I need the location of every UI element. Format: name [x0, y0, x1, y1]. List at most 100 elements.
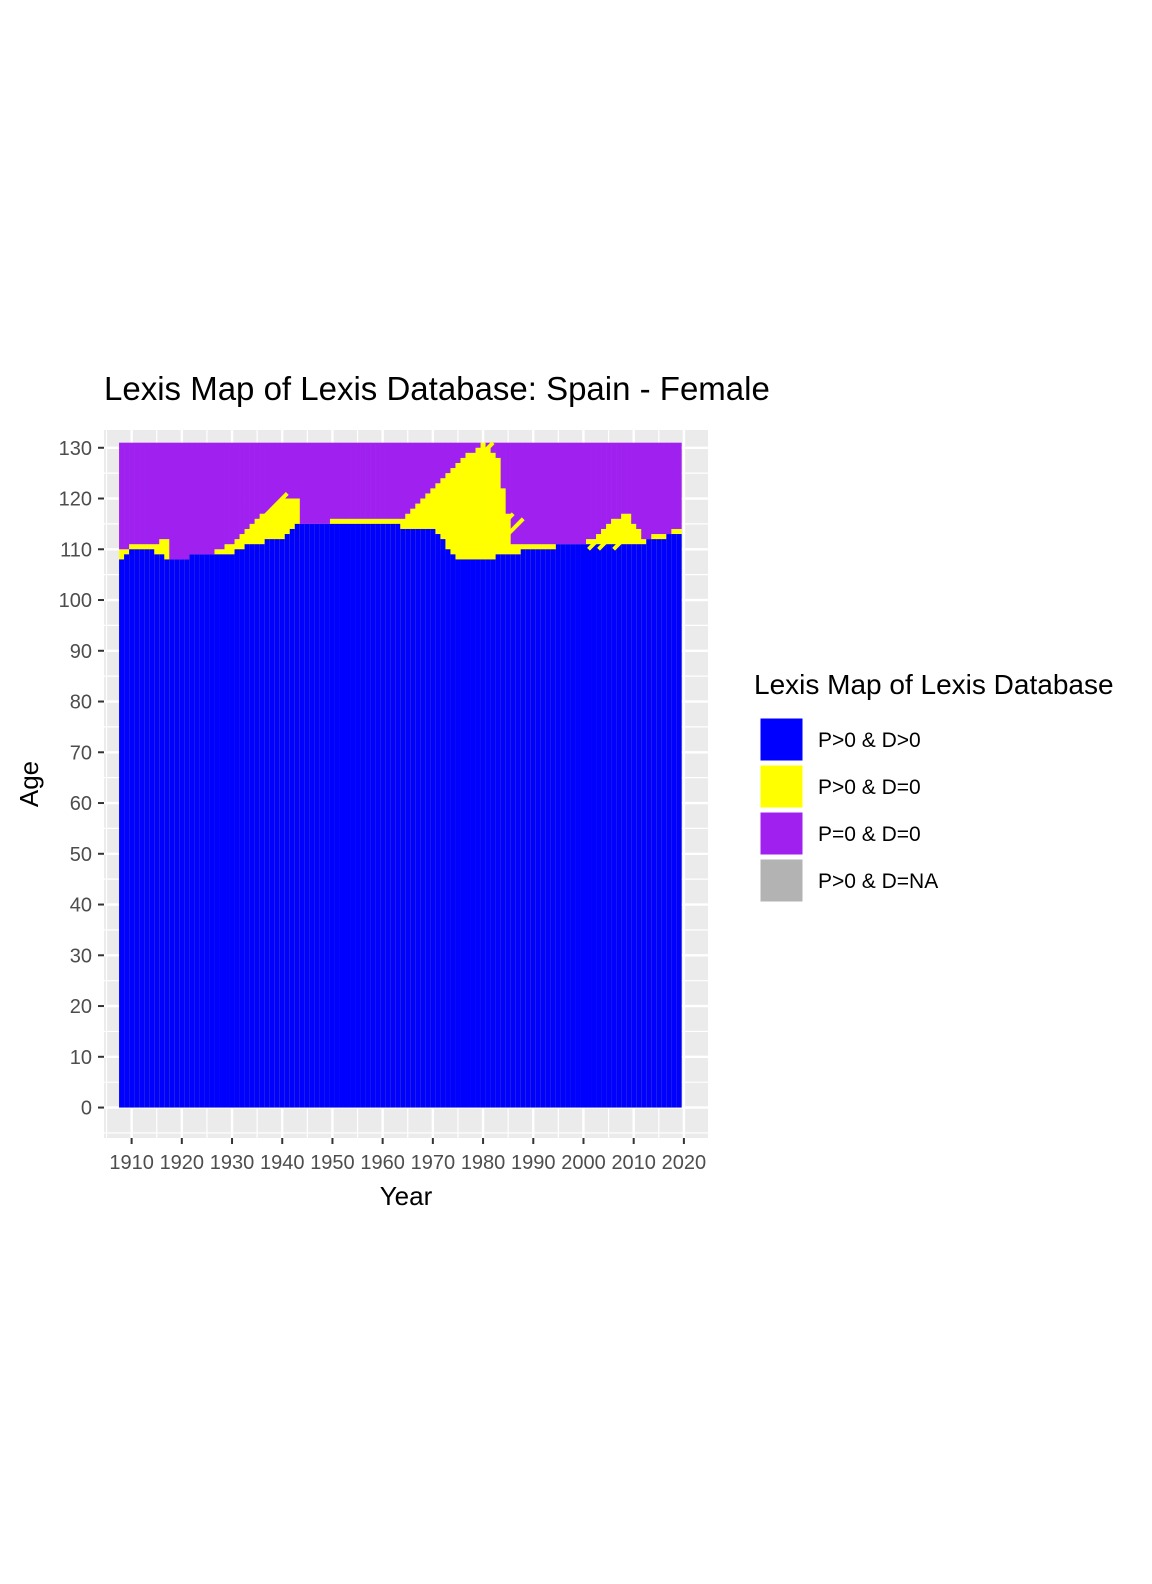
cell-p-zero-d-zero — [350, 442, 356, 519]
cohort-diagonal — [461, 512, 505, 556]
x-tick-label: 1990 — [511, 1152, 556, 1174]
year-column — [299, 442, 306, 1108]
year-column — [560, 442, 567, 1108]
year-column — [314, 442, 321, 1108]
year-column — [510, 442, 517, 1108]
cell-p-zero-d-zero — [360, 442, 366, 519]
year-column — [641, 442, 647, 1108]
cell-p-positive-d-positive — [585, 544, 592, 1108]
cell-p-zero-d-zero — [249, 442, 255, 524]
cell-p-zero-d-zero — [646, 442, 652, 540]
cell-p-zero-d-zero — [565, 442, 572, 545]
cell-p-positive-d-positive — [319, 523, 326, 1108]
cell-p-positive-d-positive — [626, 544, 632, 1108]
cell-p-zero-d-zero — [189, 442, 195, 555]
cell-p-zero-d-zero — [319, 442, 326, 524]
year-column — [616, 442, 622, 1108]
chart-title: Lexis Map of Lexis Database: Spain - Fem… — [104, 370, 770, 407]
cell-p-positive-d-positive — [204, 554, 210, 1108]
x-tick-label: 1930 — [210, 1152, 255, 1174]
cell-p-zero-d-zero — [430, 442, 436, 489]
y-tick-label: 20 — [70, 996, 92, 1018]
cell-p-zero-d-zero — [550, 442, 557, 545]
cell-p-positive-d-positive — [676, 534, 682, 1108]
legend: Lexis Map of Lexis Database P>0 & D>0P>0… — [754, 669, 1114, 903]
year-column — [455, 442, 461, 1108]
cell-p-positive-d-positive — [324, 523, 331, 1108]
year-column — [475, 442, 481, 1108]
cohort-diagonal — [411, 441, 495, 526]
cell-p-positive-d-positive — [460, 559, 466, 1108]
year-column — [555, 442, 562, 1108]
cell-p-positive-d-positive — [174, 559, 180, 1108]
year-column — [495, 442, 501, 1108]
cell-p-positive-d-positive — [279, 539, 286, 1108]
cell-p-positive-d-positive — [309, 523, 316, 1108]
cell-p-positive-d-positive — [550, 549, 557, 1108]
cell-p-zero-d-zero — [510, 442, 517, 545]
cell-p-positive-d-positive — [435, 534, 441, 1108]
legend-label: P>0 & D=NA — [818, 870, 938, 893]
cell-p-zero-d-zero — [174, 442, 180, 560]
year-column — [129, 442, 135, 1108]
cell-p-positive-d-positive — [450, 554, 456, 1108]
year-column — [450, 442, 456, 1108]
year-column — [224, 442, 230, 1108]
cell-p-positive-d-positive — [555, 544, 562, 1108]
year-column — [591, 442, 597, 1108]
cell-p-positive-d-positive — [375, 523, 381, 1108]
cell-p-zero-d-zero — [460, 442, 466, 458]
cell-p-zero-d-zero — [580, 442, 587, 545]
cell-p-positive-d-positive — [535, 549, 542, 1108]
year-column — [550, 442, 557, 1108]
cell-p-zero-d-zero — [490, 442, 496, 453]
year-column — [144, 442, 150, 1108]
y-tick-label: 120 — [59, 489, 92, 511]
year-column — [355, 442, 361, 1108]
cell-p-positive-d-positive — [274, 539, 281, 1108]
year-column — [284, 442, 291, 1108]
legend-swatch — [759, 811, 804, 856]
legend-item: P>0 & D=NA — [759, 858, 938, 903]
cell-p-positive-d-positive — [636, 544, 642, 1108]
cell-p-positive-d-positive — [124, 554, 130, 1108]
year-column — [515, 442, 522, 1108]
cell-p-positive-d-positive — [515, 554, 522, 1108]
year-column — [179, 442, 185, 1108]
cell-p-zero-d-zero — [611, 442, 617, 519]
cell-p-positive-d-positive — [269, 539, 276, 1108]
cell-p-positive-d-positive — [455, 559, 461, 1108]
year-column — [570, 442, 577, 1108]
year-column — [395, 442, 401, 1108]
cell-p-positive-d-positive — [420, 528, 426, 1108]
cell-p-positive-d-positive — [339, 523, 346, 1108]
year-column — [500, 442, 506, 1108]
year-column — [575, 442, 582, 1108]
cell-p-positive-d-positive — [440, 539, 446, 1108]
year-column — [199, 442, 205, 1108]
cell-p-positive-d-positive — [284, 534, 291, 1108]
cell-p-zero-d-zero — [545, 442, 552, 545]
cell-p-zero-d-zero — [194, 442, 200, 555]
cell-p-zero-d-zero — [375, 442, 381, 519]
cell-p-zero-d-zero — [470, 442, 476, 453]
cell-p-zero-d-zero — [214, 442, 220, 550]
cell-p-positive-d-positive — [565, 544, 572, 1108]
cell-p-positive-d-positive — [445, 549, 451, 1108]
cell-p-zero-d-zero — [450, 442, 456, 469]
year-column — [626, 442, 632, 1108]
year-column — [274, 442, 281, 1108]
year-column — [646, 442, 652, 1108]
year-column — [585, 442, 592, 1108]
year-column — [435, 442, 441, 1108]
year-column — [666, 442, 672, 1108]
cell-p-zero-d-zero — [420, 442, 426, 499]
year-column — [234, 442, 240, 1108]
cell-p-zero-d-zero — [636, 442, 642, 529]
cell-p-zero-d-zero — [495, 442, 501, 458]
cell-p-positive-d-positive — [505, 554, 511, 1108]
cell-p-positive-d-positive — [480, 559, 486, 1108]
year-column — [545, 442, 552, 1108]
year-column — [289, 442, 296, 1108]
cell-p-positive-d-positive — [395, 523, 401, 1108]
